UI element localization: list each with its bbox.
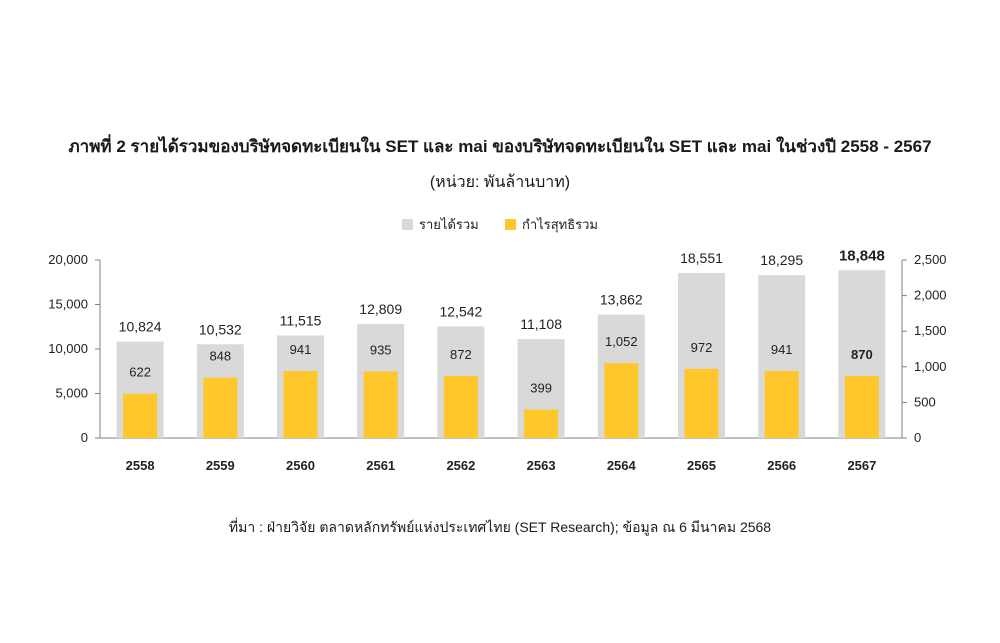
source-note: ที่มา : ฝ่ายวิจัย ตลาดหลักทรัพย์แห่งประเ… <box>228 519 772 535</box>
profit-value-label: 848 <box>209 349 231 364</box>
profit-value-label: 870 <box>851 347 873 362</box>
left-tick-label: 20,000 <box>48 252 88 267</box>
left-tick-label: 0 <box>81 430 88 445</box>
x-tick-label: 2563 <box>527 458 556 473</box>
revenue-value-label: 13,862 <box>600 292 643 308</box>
profit-bar <box>604 363 639 438</box>
legend-swatch-profit <box>505 219 516 230</box>
legend-swatch-revenue <box>402 219 413 230</box>
profit-bar <box>844 376 879 438</box>
unit-label: (หน่วย: พันล้านบาท) <box>429 174 571 191</box>
revenue-value-label: 12,542 <box>439 303 482 319</box>
x-tick-label: 2567 <box>847 458 876 473</box>
chart-title: ภาพที่ 2 รายได้รวมของบริษัทจดทะเบียนใน S… <box>68 137 932 156</box>
revenue-value-label: 10,824 <box>119 319 162 335</box>
revenue-value-label: 12,809 <box>359 301 402 317</box>
left-tick-label: 5,000 <box>55 386 88 401</box>
profit-value-label: 941 <box>290 342 312 357</box>
right-tick-label: 0 <box>914 430 921 445</box>
profit-bar <box>764 371 799 438</box>
revenue-value-label: 10,532 <box>199 321 242 337</box>
right-tick-label: 2,000 <box>914 288 947 303</box>
revenue-value-label: 18,848 <box>839 247 885 264</box>
right-tick-label: 1,000 <box>914 359 947 374</box>
x-tick-label: 2560 <box>286 458 315 473</box>
profit-value-label: 1,052 <box>605 334 638 349</box>
x-tick-label: 2566 <box>767 458 796 473</box>
right-tick-label: 1,500 <box>914 323 947 338</box>
profit-bar <box>123 393 158 438</box>
x-tick-label: 2559 <box>206 458 235 473</box>
profit-bar <box>684 368 719 438</box>
legend-label-revenue: รายได้รวม <box>419 217 479 232</box>
profit-value-label: 622 <box>129 365 151 380</box>
revenue-value-label: 18,295 <box>760 252 803 268</box>
profit-value-label: 872 <box>450 347 472 362</box>
x-tick-label: 2561 <box>366 458 395 473</box>
profit-value-label: 972 <box>691 340 713 355</box>
left-tick-label: 10,000 <box>48 341 88 356</box>
profit-value-label: 941 <box>771 342 793 357</box>
profit-value-label: 399 <box>530 381 552 396</box>
x-tick-label: 2558 <box>126 458 155 473</box>
profit-value-label: 935 <box>370 342 392 357</box>
revenue-value-label: 18,551 <box>680 250 723 266</box>
profit-bar <box>203 377 238 438</box>
right-tick-label: 2,500 <box>914 252 947 267</box>
profit-bar <box>283 371 318 438</box>
x-tick-label: 2565 <box>687 458 716 473</box>
profit-bar <box>443 375 478 438</box>
left-tick-label: 15,000 <box>48 297 88 312</box>
revenue-value-label: 11,515 <box>280 313 322 329</box>
profit-bar <box>524 409 559 438</box>
revenue-value-label: 11,108 <box>520 316 562 332</box>
legend-label-profit: กำไรสุทธิรวม <box>522 217 598 233</box>
right-tick-label: 500 <box>914 394 936 409</box>
x-tick-label: 2562 <box>446 458 475 473</box>
x-tick-label: 2564 <box>607 458 637 473</box>
profit-bar <box>363 371 398 438</box>
